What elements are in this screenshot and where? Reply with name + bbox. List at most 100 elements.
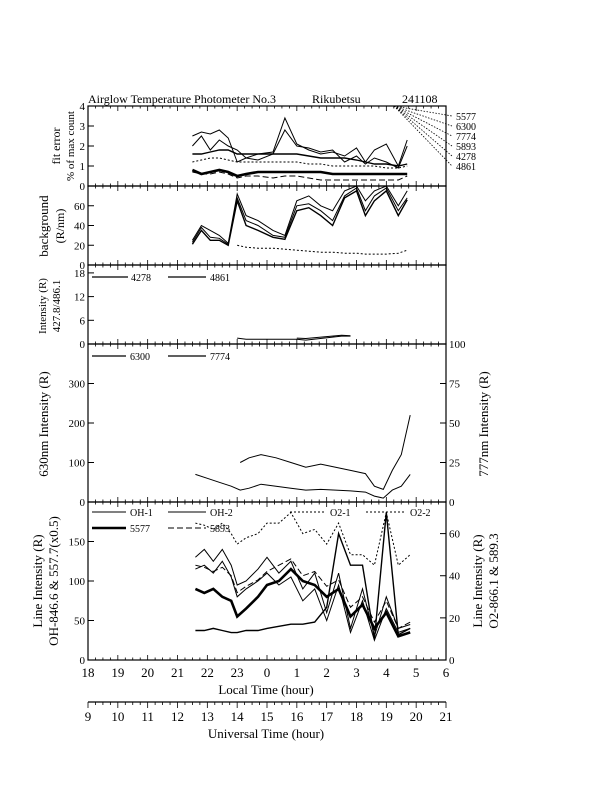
series-line — [237, 244, 408, 255]
series-line — [191, 185, 408, 245]
oh-left-axis-title: Line Intensity (R) — [30, 534, 45, 627]
series-line — [237, 335, 351, 341]
ut-tick-label: 14 — [231, 709, 245, 724]
y-tick-label: 50 — [449, 418, 461, 430]
y-tick-label: 100 — [69, 576, 86, 588]
y-tick-label: 100 — [449, 339, 466, 351]
series-line — [194, 567, 411, 638]
leader-line — [393, 105, 453, 147]
y-tick-label: 2 — [80, 141, 86, 153]
background-label: background — [36, 195, 51, 257]
legend-label: OH-1 — [130, 508, 153, 519]
oh-left-axis-subtitle: OH-846.6 & 557.7(x0.5) — [46, 516, 61, 646]
line-id-label: 5893 — [456, 142, 476, 153]
leader-line — [393, 105, 453, 137]
local-time-tick-label: 3 — [353, 665, 360, 680]
ut-tick-label: 12 — [171, 709, 184, 724]
local-time-tick-label: 21 — [171, 665, 184, 680]
series-line — [192, 116, 408, 168]
series-line — [195, 560, 411, 642]
panel-frame — [87, 185, 447, 266]
y-tick-label: 25 — [449, 458, 461, 470]
line-id-label: 5577 — [456, 112, 476, 123]
series-line — [195, 558, 411, 630]
red-left-axis-title: 630nm Intensity (R) — [36, 371, 51, 476]
legend-label: O2-1 — [330, 508, 351, 519]
blue-wavelength-label: 427.8/486.1 — [51, 280, 63, 333]
series-line — [192, 129, 408, 169]
y-tick-label: 3 — [80, 121, 86, 133]
local-time-tick-label: 5 — [413, 665, 420, 680]
background-unit: (R/nm) — [53, 209, 67, 244]
leader-line — [393, 105, 453, 167]
line-id-label: 6300 — [456, 122, 476, 133]
ut-tick-label: 13 — [201, 709, 214, 724]
leader-line — [393, 105, 453, 117]
local-time-tick-label: 2 — [323, 665, 330, 680]
ut-tick-label: 19 — [380, 709, 393, 724]
ut-tick-label: 15 — [261, 709, 274, 724]
red-right-axis-title: 777nm Intensity (R) — [476, 371, 491, 476]
y-tick-label: 1 — [80, 161, 86, 173]
ut-tick-label: 17 — [320, 709, 334, 724]
legend-label: OH-2 — [210, 508, 233, 519]
legend-label: 5577 — [130, 524, 150, 535]
local-time-tick-label: 20 — [141, 665, 154, 680]
y-tick-label: 200 — [69, 418, 86, 430]
series-line — [192, 157, 408, 169]
ut-tick-label: 10 — [111, 709, 124, 724]
local-time-tick-label: 1 — [294, 665, 301, 680]
y-tick-label: 4 — [80, 101, 86, 113]
local-time-axis-title: Local Time (hour) — [218, 682, 313, 697]
leader-line — [393, 105, 453, 157]
y-tick-label: 75 — [449, 379, 461, 391]
y-tick-label: 60 — [449, 529, 461, 541]
blue-intensity-label: Intensity (R) — [37, 278, 49, 334]
y-tick-label: 20 — [74, 240, 86, 252]
o2-right-axis-subtitle: O2-866.1 & 589.3 — [486, 533, 501, 628]
series-line — [195, 511, 411, 567]
line-id-label: 7774 — [456, 132, 476, 143]
date-label: 241108 — [402, 92, 438, 106]
local-time-tick-label: 19 — [111, 665, 124, 680]
ut-tick-label: 16 — [290, 709, 304, 724]
y-tick-label: 0 — [449, 497, 455, 509]
ut-tick-label: 18 — [350, 709, 363, 724]
figure-title: Airglow Temperature Photometer No.3 — [88, 92, 276, 106]
y-tick-label: 100 — [69, 458, 86, 470]
y-tick-label: 18 — [74, 268, 86, 280]
y-tick-label: 0 — [80, 260, 86, 272]
local-time-tick-label: 18 — [82, 665, 95, 680]
series-line — [191, 189, 408, 247]
y-tick-label: 150 — [69, 537, 86, 549]
series-line — [195, 473, 411, 499]
y-tick-label: 60 — [74, 201, 86, 213]
legend-label: 4278 — [131, 273, 151, 284]
y-tick-label: 300 — [69, 379, 86, 391]
leader-line — [393, 105, 453, 127]
ut-tick-label: 11 — [141, 709, 154, 724]
fit-error-unit: % of max count — [65, 111, 77, 181]
line-id-label: 4861 — [456, 162, 476, 173]
ut-tick-label: 9 — [85, 709, 92, 724]
local-time-tick-label: 0 — [264, 665, 271, 680]
y-tick-label: 0 — [80, 181, 86, 193]
legend-label: 6300 — [130, 352, 150, 363]
y-tick-label: 0 — [80, 655, 86, 667]
local-time-tick-label: 6 — [443, 665, 450, 680]
series-line — [296, 334, 351, 340]
ut-axis-title: Universal Time (hour) — [208, 726, 324, 741]
data-series — [191, 105, 453, 642]
local-time-tick-label: 23 — [231, 665, 244, 680]
line-id-label: 4278 — [456, 152, 476, 163]
y-tick-label: 12 — [74, 292, 85, 304]
y-tick-label: 50 — [74, 616, 86, 628]
y-tick-label: 6 — [80, 315, 86, 327]
legend-label: O2-2 — [410, 508, 431, 519]
series-line — [192, 149, 408, 167]
ut-tick-label: 21 — [440, 709, 453, 724]
legend-label: 7774 — [210, 352, 230, 363]
series-line — [191, 187, 408, 246]
